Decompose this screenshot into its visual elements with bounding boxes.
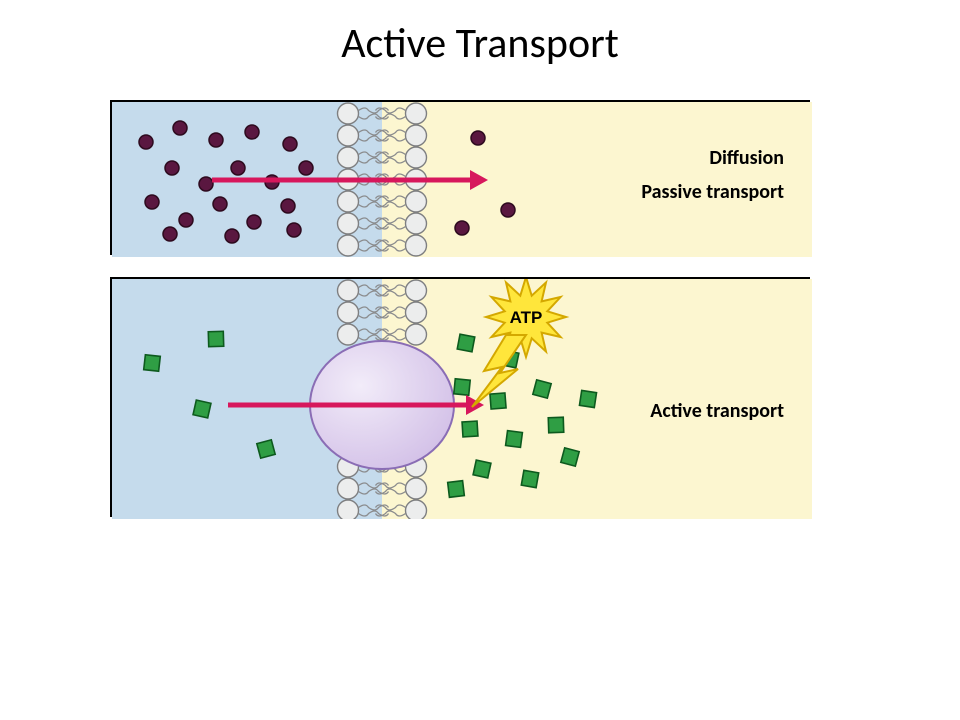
label-active-transport: Active transport <box>650 399 784 423</box>
label-diffusion: Diffusion <box>709 146 784 170</box>
panel-active-transport: ATP Active transport <box>110 277 810 517</box>
svg-text:ATP: ATP <box>510 308 543 327</box>
slide-title: Active Transport <box>0 18 960 69</box>
panels-container: Diffusion Passive transport ATP Active t… <box>110 100 810 539</box>
slide: Active Transport Diffusion Passive trans… <box>0 0 960 720</box>
label-passive-transport: Passive transport <box>641 180 784 204</box>
panel-diffusion: Diffusion Passive transport <box>110 100 810 255</box>
